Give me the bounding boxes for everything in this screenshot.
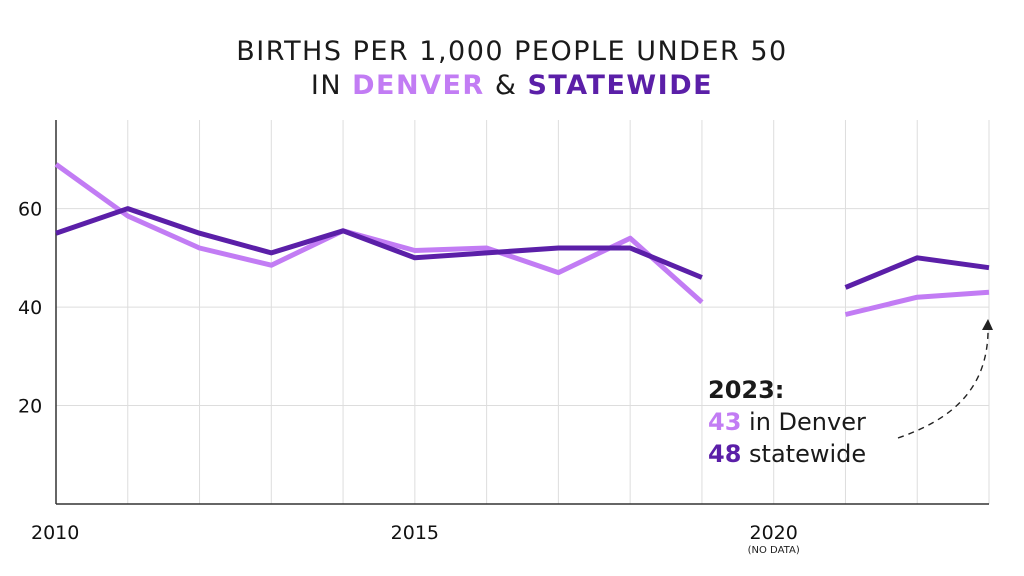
annotation-statewide: 48 statewide <box>708 438 866 470</box>
axes <box>55 120 989 505</box>
x-tick-label-2010: 2010 <box>31 522 79 544</box>
x-tick-label-2020: 2020 <box>750 522 798 544</box>
chart-title-line-2: IN DENVER & STATEWIDE <box>0 70 1024 101</box>
title-prefix: IN <box>310 70 353 101</box>
series-line-denver-segment-1 <box>54 162 704 305</box>
annotation-statewide-text: statewide <box>741 440 867 468</box>
series-lines <box>54 162 990 317</box>
title-amp: & <box>484 70 528 101</box>
series-line-statewide-segment-2 <box>844 255 990 290</box>
series-line-statewide-segment-1 <box>55 206 703 280</box>
annotation-2023: 2023: 43 in Denver 48 statewide <box>708 374 866 470</box>
grid-lines <box>56 120 990 504</box>
tick-labels: 20 40 60 2010 2015 2020(NO DATA) <box>18 199 800 556</box>
annotation-heading: 2023: <box>708 376 785 404</box>
chart-title-line-1: BIRTHS PER 1,000 PEOPLE UNDER 50 <box>236 36 788 67</box>
series-line-denver-segment-2 <box>844 289 990 317</box>
x-tick-label-2015: 2015 <box>391 522 439 544</box>
annotation-arrowhead-icon <box>982 319 993 330</box>
y-tick-label-40: 40 <box>18 297 42 319</box>
annotation-denver: 43 in Denver <box>708 406 866 438</box>
x-tick-note-no-data: (NO DATA) <box>748 545 800 556</box>
annotation-statewide-value: 48 <box>708 440 742 468</box>
y-tick-label-60: 60 <box>18 199 42 221</box>
annotation-arrow <box>897 323 989 439</box>
title-denver: DENVER <box>352 70 485 101</box>
y-tick-label-20: 20 <box>18 396 42 418</box>
title-statewide: STATEWIDE <box>527 70 714 101</box>
annotation-denver-value: 43 <box>708 408 742 436</box>
annotation-denver-text: in Denver <box>741 408 866 436</box>
